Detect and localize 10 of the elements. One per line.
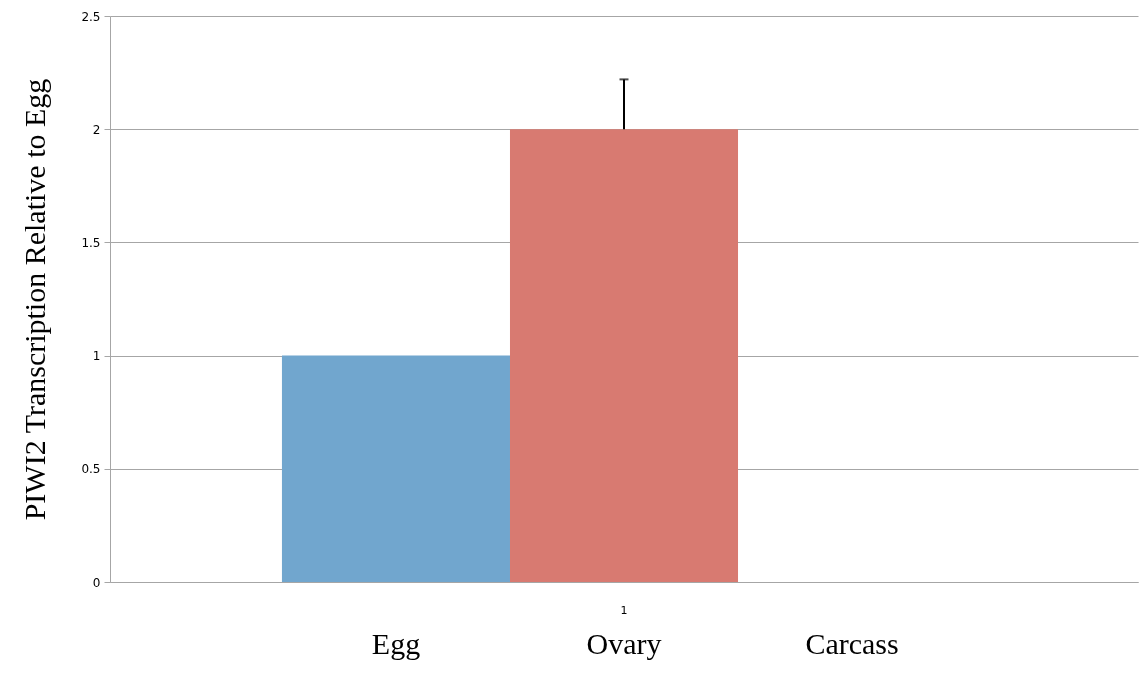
series-label: Ovary bbox=[586, 627, 662, 660]
series-label: Egg bbox=[371, 627, 421, 660]
y-tick-label: 2 bbox=[92, 122, 101, 137]
y-tick-label: 2.5 bbox=[81, 9, 101, 24]
y-tick-label: 1.5 bbox=[81, 235, 101, 250]
y-tick-label: 0 bbox=[92, 575, 101, 590]
text: Carcass bbox=[805, 627, 899, 660]
y-tick-label: 1 bbox=[92, 349, 101, 364]
y-axis-title: PIWI2 Transcription Relative to Egg bbox=[18, 78, 52, 521]
y-tick-label: 0.5 bbox=[81, 462, 101, 477]
